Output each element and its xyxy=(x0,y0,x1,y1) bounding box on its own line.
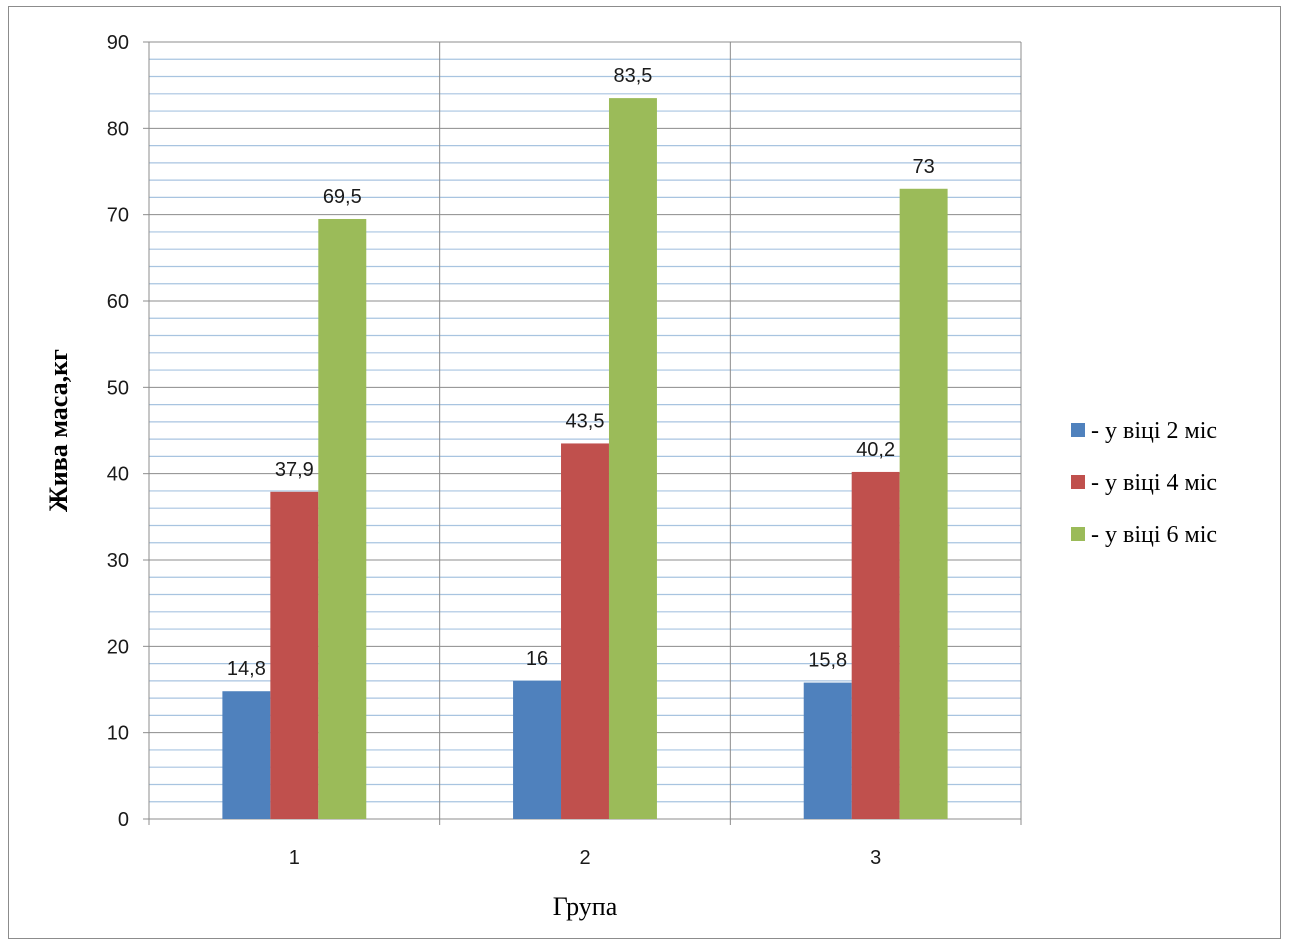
data-label: 16 xyxy=(526,648,548,670)
y-tick-label: 60 xyxy=(107,291,129,313)
x-tick-label: 2 xyxy=(579,847,590,869)
y-tick-label: 0 xyxy=(118,809,129,831)
x-tick-label: 1 xyxy=(289,847,300,869)
bar[interactable] xyxy=(851,471,900,819)
y-tick-label: 90 xyxy=(107,32,129,54)
data-label: 69,5 xyxy=(323,186,362,208)
data-label: 37,9 xyxy=(275,459,314,481)
data-label: 73 xyxy=(913,156,935,178)
bar[interactable] xyxy=(608,98,657,819)
y-tick-label: 70 xyxy=(107,205,129,227)
y-tick-label: 80 xyxy=(107,118,129,140)
y-tick-label: 50 xyxy=(107,377,129,399)
data-label: 14,8 xyxy=(227,658,266,680)
bar[interactable] xyxy=(270,491,319,819)
legend-swatch xyxy=(1071,475,1085,489)
chart-frame: 0 10 20 30 40 50 60 70 80 90 14,8 37,9 69,5 1 16 43,5 83… xyxy=(8,6,1281,939)
bar[interactable] xyxy=(561,443,609,819)
y-tick-label: 20 xyxy=(107,636,129,658)
bar-chart: 0 10 20 30 40 50 60 70 80 90 14,8 37,9 69,5 1 16 43,5 83… xyxy=(44,32,1217,921)
data-label: 40,2 xyxy=(856,439,895,461)
x-tick-label: 3 xyxy=(870,847,881,869)
x-axis-title: Група xyxy=(553,892,618,921)
bar[interactable] xyxy=(899,188,948,819)
y-tick-label: 40 xyxy=(107,464,129,486)
bar[interactable] xyxy=(513,680,562,819)
legend-swatch xyxy=(1071,423,1085,437)
legend-label: - у віці 2 міс xyxy=(1091,418,1217,444)
data-label: 83,5 xyxy=(613,65,652,87)
data-label: 43,5 xyxy=(566,410,605,432)
legend-label: - у віці 6 міс xyxy=(1091,522,1217,548)
legend-label: - у віці 4 міс xyxy=(1091,470,1217,496)
bar[interactable] xyxy=(222,691,271,819)
bar[interactable] xyxy=(803,682,852,819)
bar[interactable] xyxy=(318,218,367,819)
legend-swatch xyxy=(1071,527,1085,541)
data-label: 15,8 xyxy=(808,650,847,672)
y-tick-label: 30 xyxy=(107,550,129,572)
y-tick-label: 10 xyxy=(107,723,129,745)
y-axis-title: Жива маса,кг xyxy=(44,349,73,512)
